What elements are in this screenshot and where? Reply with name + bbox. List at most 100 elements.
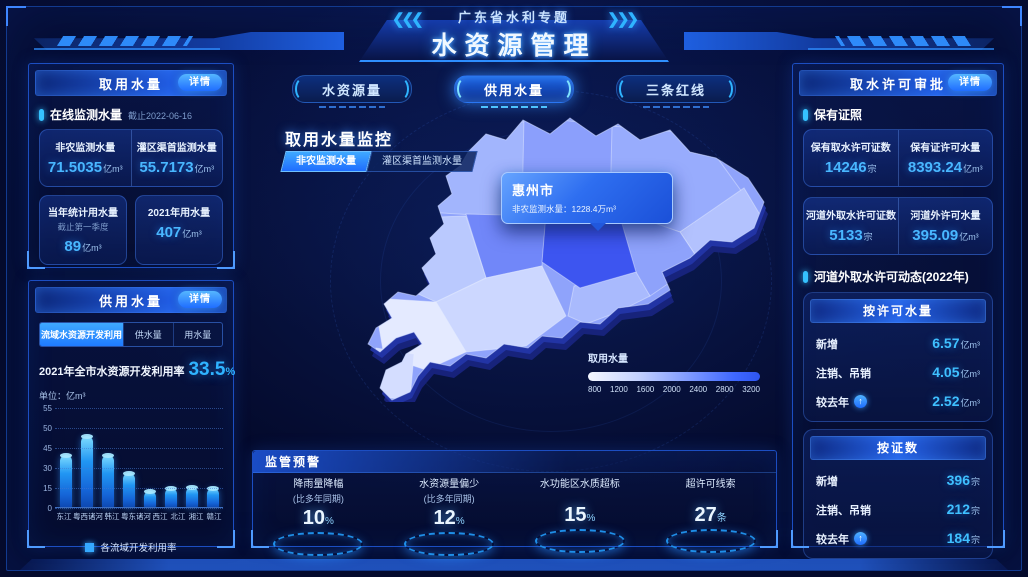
chevrons-left-icon: ❮❮❮ xyxy=(392,11,424,28)
bar-cap xyxy=(80,434,93,439)
chip-label: 非农监测水量 xyxy=(296,156,356,167)
stat-label: 灌区渠首监测水量 xyxy=(136,143,217,154)
stat-value-row: 71.5035亿m³ xyxy=(42,159,129,177)
stat-unit: 亿m³ xyxy=(82,243,102,253)
stat-value: 89 xyxy=(64,238,82,255)
stat-cell: 保有证许可水量 8393.24亿m³ xyxy=(897,130,993,186)
alert-item: 水功能区水质超标 15% xyxy=(520,479,640,556)
detail-button[interactable]: 详情 xyxy=(948,74,992,91)
dynamic-row: 较去年 ↑ 2.52亿m³ xyxy=(804,387,992,416)
nav-tab-水资源量[interactable]: 水资源量 xyxy=(292,75,412,108)
alerts-panel-header: 监管预警 xyxy=(253,451,776,473)
map-chip-灌区渠首监测水量[interactable]: 灌区渠首监测水量 xyxy=(366,151,478,172)
map-chip-非农监测水量[interactable]: 非农监测水量 xyxy=(280,151,372,172)
dynamic-row-label: 新增 xyxy=(816,336,838,352)
detail-button[interactable]: 详情 xyxy=(178,74,222,91)
bar-东江[interactable] xyxy=(59,452,72,508)
stat-value: 14246 xyxy=(824,159,867,176)
row-value-unit: 亿m³ xyxy=(960,339,981,350)
axis-tick-label: 30 xyxy=(43,464,52,473)
bar-cap xyxy=(122,471,135,477)
stat-label: 保有证许可水量 xyxy=(910,143,981,154)
dynamic-row-value: 212宗 xyxy=(947,501,980,519)
stat-card: 当年统计用水量 截止第一季度 89亿m³ xyxy=(39,195,127,265)
bar-西江[interactable] xyxy=(143,488,156,508)
dynamic-row: 注销、吊销 212宗 xyxy=(804,495,992,524)
bar-赣江[interactable] xyxy=(206,486,219,508)
utilization-headline: 2021年全市水资源开发利用率 33.5% xyxy=(39,359,235,381)
row-label-text: 新增 xyxy=(816,475,838,488)
supply-tab-用水量[interactable]: 用水量 xyxy=(172,323,222,346)
bar-北江[interactable] xyxy=(164,486,177,508)
chart-unit-label: 单位：亿m³ xyxy=(39,391,86,401)
chart-bars xyxy=(55,404,223,508)
nav-tab-供用水量[interactable]: 供用水量 xyxy=(454,75,574,108)
pedestal-ring-icon xyxy=(534,528,625,553)
alert-value: 15% xyxy=(520,504,640,527)
stat-card: 2021年用水量 407亿m³ xyxy=(135,195,223,265)
alert-unit: 条 xyxy=(716,512,727,524)
supply-tab-供水量[interactable]: 供水量 xyxy=(123,323,173,346)
alert-unit: % xyxy=(325,515,334,527)
stat-label: 河道外许可水量 xyxy=(910,211,981,222)
stat-value: 71.5035 xyxy=(47,159,103,176)
section-title: 河道外取水许可动态(2022年) xyxy=(814,270,969,284)
online-monitor-section: 在线监测水量 截止2022-06-16 xyxy=(39,106,223,123)
section-marker-icon xyxy=(803,108,808,121)
row-label-text: 较去年 xyxy=(816,396,849,409)
bar-cap xyxy=(143,488,156,494)
category-label: 东江 xyxy=(56,512,72,521)
stat-label: 2021年用水量 xyxy=(147,208,211,219)
stat-unit: 亿m³ xyxy=(182,229,202,239)
bar-粤西诸河[interactable] xyxy=(80,434,93,508)
section-title: 在线监测水量 xyxy=(50,108,123,122)
arrow-up-icon: ↑ xyxy=(854,532,867,545)
axis-tick-label: 15 xyxy=(43,484,52,493)
guangdong-map[interactable]: 惠州市 非农监测水量：1228.4万m³ xyxy=(318,100,780,412)
stat-label: 非农监测水量 xyxy=(55,143,116,154)
alert-sublabel xyxy=(651,492,771,502)
supply-use-panel: 供用水量 详情 流域水资源开发利用 供水量 用水量 2021年全市水资源开发利用率 3… xyxy=(27,280,235,554)
stat-unit: 亿m³ xyxy=(194,164,215,174)
dynamic-row-label: 注销、吊销 xyxy=(816,502,871,518)
detail-button[interactable]: 详情 xyxy=(178,291,222,308)
guangdong-map-svg xyxy=(367,117,768,412)
alert-value: 27条 xyxy=(651,504,771,527)
alert-number: 10 xyxy=(302,506,326,529)
permit-panel-header: 取水许可审批 详情 xyxy=(799,70,997,96)
alert-label: 水功能区水质超标 xyxy=(539,479,620,490)
dynamic-row-label: 新增 xyxy=(816,473,838,489)
annual-usage-cards: 当年统计用水量 截止第一季度 89亿m³ 2021年用水量 407亿m³ xyxy=(39,195,223,265)
row-label-text: 较去年 xyxy=(816,533,849,546)
stat-label: 保有取水许可证数 xyxy=(810,143,891,154)
dynamic-section: 河道外取水许可动态(2022年) xyxy=(803,268,993,285)
stat-value-row: 55.7173亿m³ xyxy=(134,159,221,177)
supply-use-tabs: 流域水资源开发利用 供水量 用水量 xyxy=(39,322,223,347)
row-value-unit: 宗 xyxy=(970,505,980,516)
legend-swatch-icon xyxy=(85,542,95,552)
panel-title: 监管预警 xyxy=(265,455,322,469)
supply-tab-流域水资源开发利用[interactable]: 流域水资源开发利用 xyxy=(40,323,124,346)
row-value-unit: 亿m³ xyxy=(960,368,981,379)
bar-粤东诸河[interactable] xyxy=(122,471,135,508)
stat-value-row: 5133宗 xyxy=(806,227,896,245)
map-color-scale: 取用水量 800 1200 1600 2000 2400 2800 3200 xyxy=(588,350,760,394)
chart-legend: 各流域开发利用率 xyxy=(29,540,233,554)
basin-bar-chart: 东江 粤西诸河 韩江 粤东诸河 西江 北江 湘江 赣江 55 50 45 30 15 0 xyxy=(37,404,225,530)
row-value-unit: 宗 xyxy=(970,476,980,487)
row-label-text: 新增 xyxy=(816,338,838,351)
alert-item: 超许可线索 27条 xyxy=(651,479,771,556)
bar-韩江[interactable] xyxy=(101,452,114,508)
permit-panel: 取水许可审批 详情 保有证照 保有取水许可证数 14246宗 保有证许可水量 8393… xyxy=(791,63,1005,559)
stat-value-row: 89亿m³ xyxy=(42,238,124,256)
bar-湘江[interactable] xyxy=(185,484,198,508)
stat-cell: 保有取水许可证数 14246宗 xyxy=(804,130,898,186)
nav-tab-三条红线[interactable]: 三条红线 xyxy=(616,75,736,108)
nav-tab-underline xyxy=(642,106,710,108)
dynamic-card-按证数: 按证数 新增 396宗 注销、吊销 212宗 较去年 ↑ 184宗 xyxy=(803,429,993,559)
grid-line xyxy=(55,428,223,429)
category-label: 粤西诸河 xyxy=(73,512,103,521)
dynamic-row-label: 注销、吊销 xyxy=(816,365,871,381)
alert-item: 降雨量降幅 (比多年同期) 10% xyxy=(258,479,378,556)
alert-item: 水资源量偏少 (比多年同期) 12% xyxy=(389,479,509,556)
